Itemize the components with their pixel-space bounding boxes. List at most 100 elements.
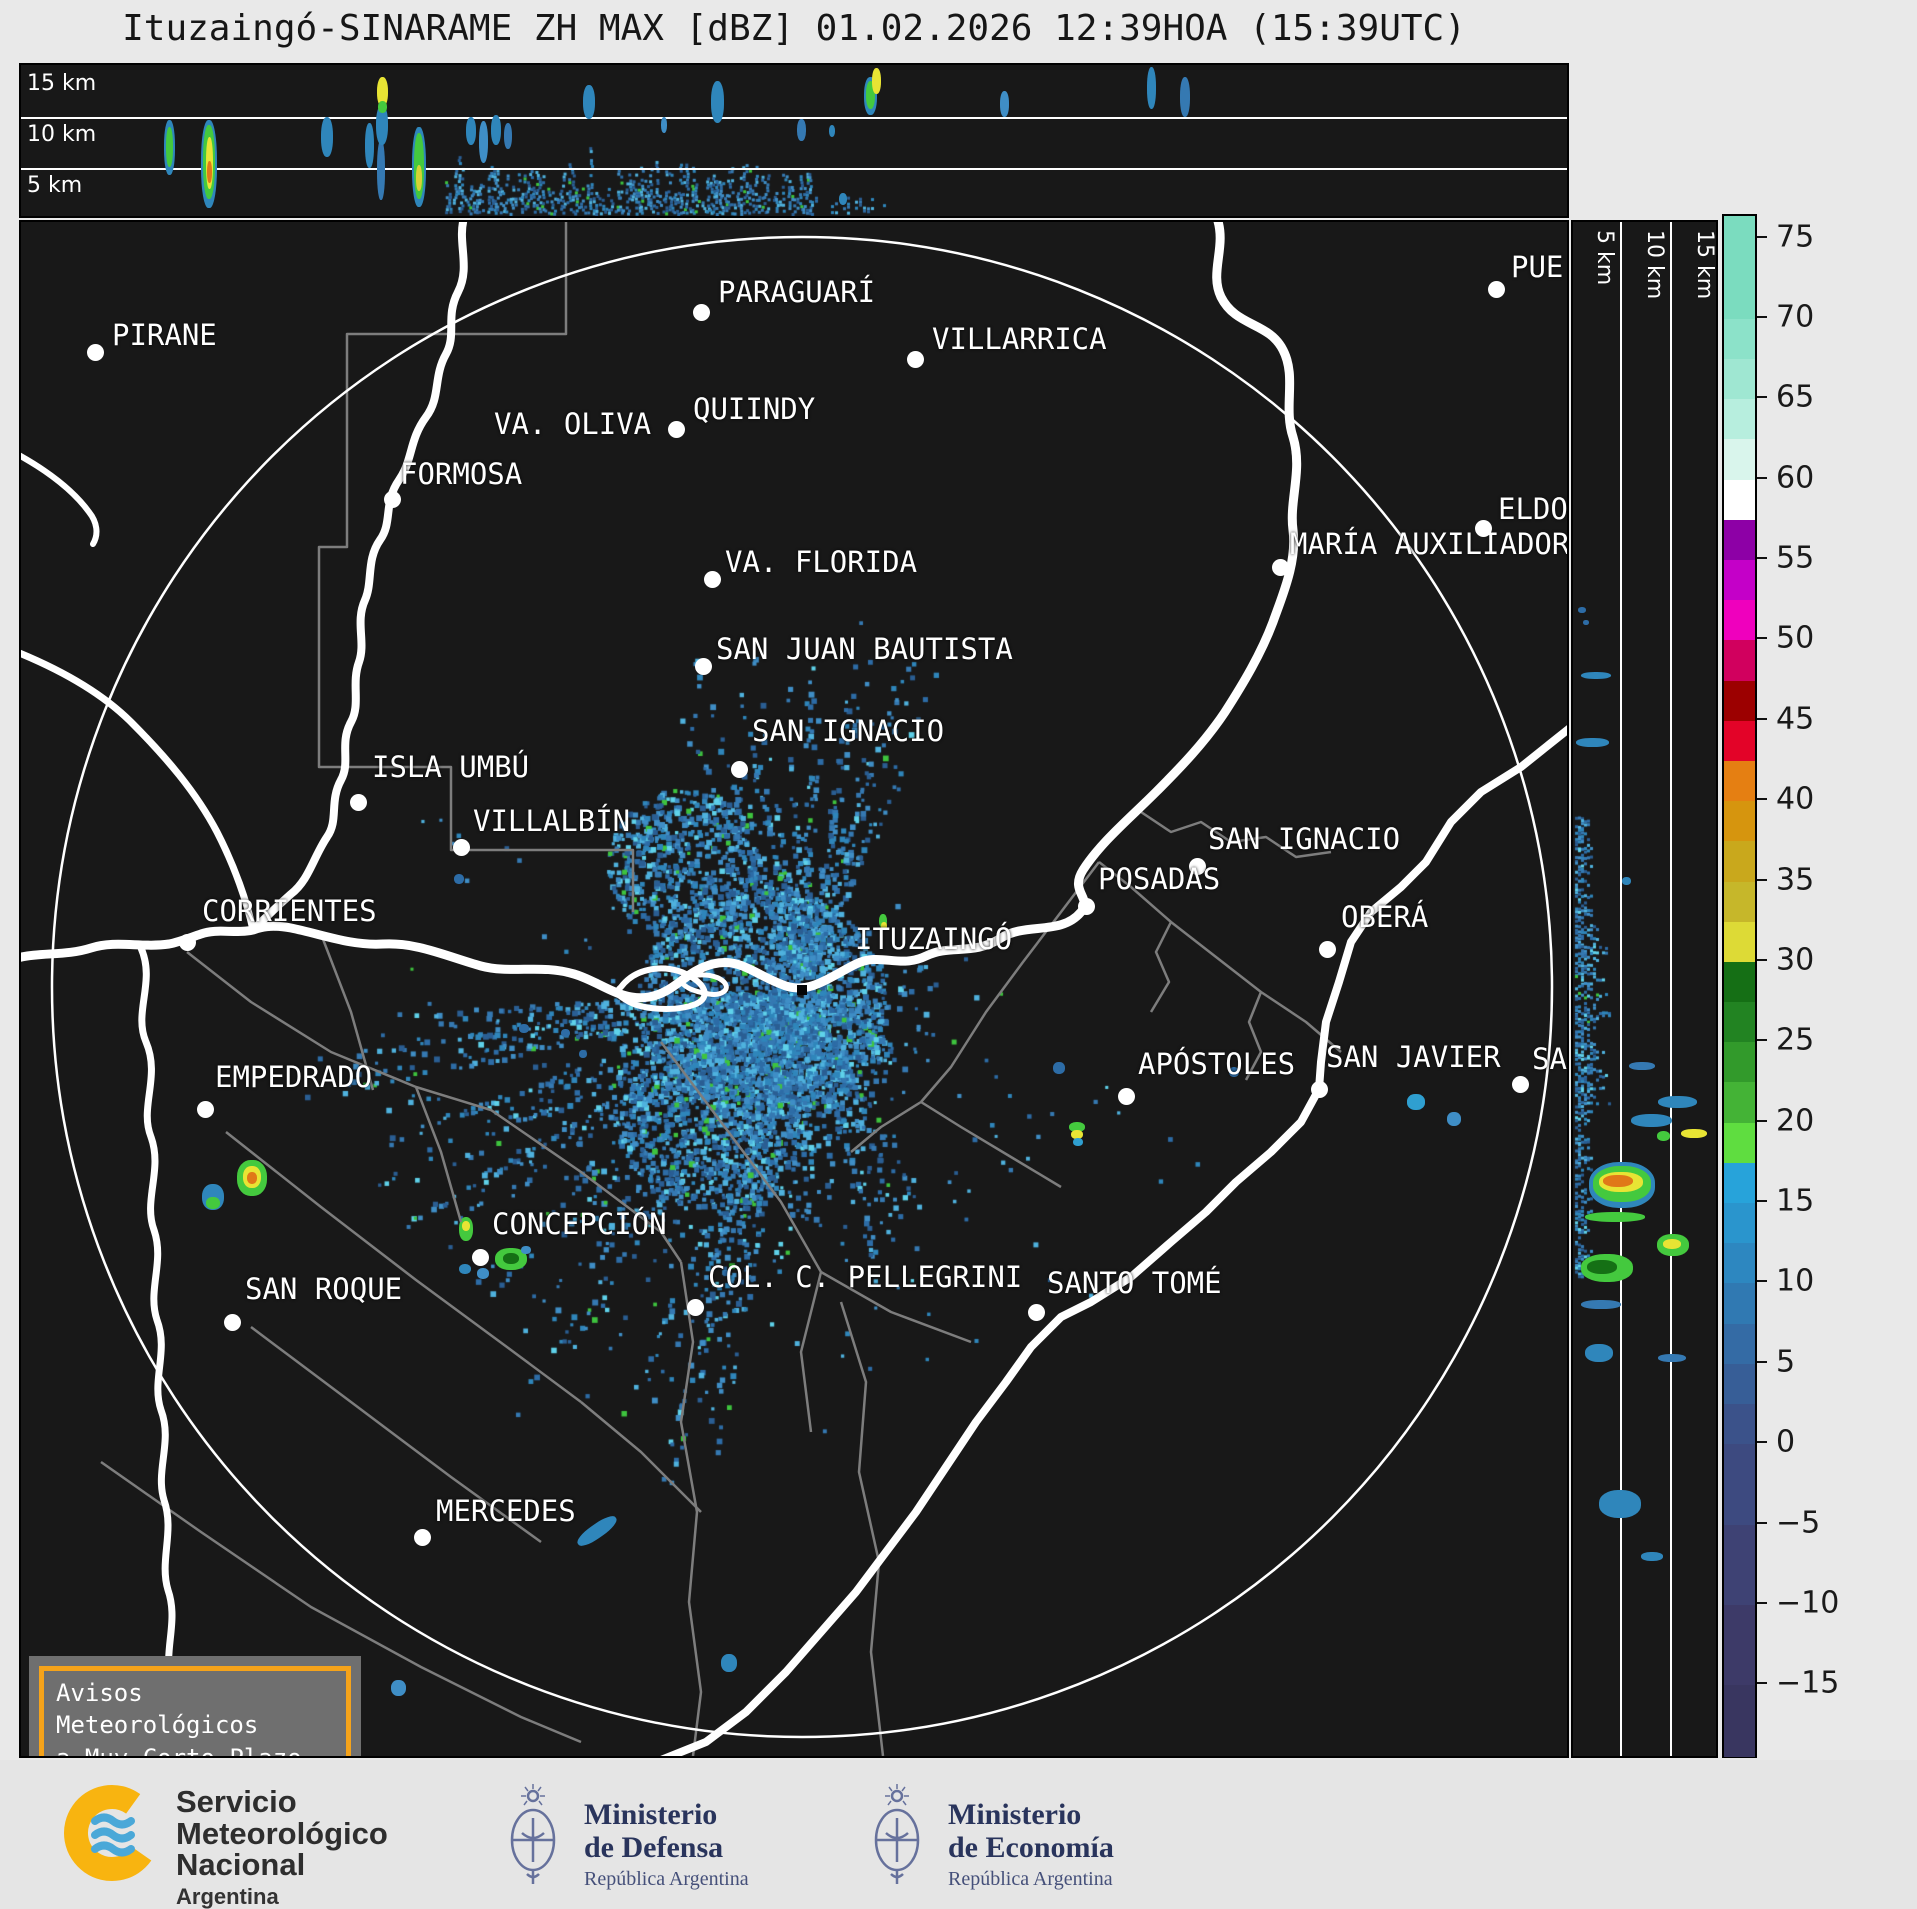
colorbar-tick [1757, 1682, 1767, 1685]
altitude-label: 5 km [1592, 230, 1617, 286]
ministry-sub-line: República Argentina [584, 1868, 749, 1890]
colorbar-tick [1757, 717, 1767, 720]
radar-echo-blob [247, 1172, 257, 1184]
radar-echo-blob [365, 123, 374, 168]
city-dot [414, 1529, 431, 1546]
colorbar-segment [1724, 1323, 1755, 1365]
colorbar-segment [1724, 1203, 1755, 1244]
radar-echo-blob [454, 874, 464, 884]
colorbar-segment [1724, 519, 1755, 561]
radar-echo-blob [491, 115, 501, 145]
city-label: CORRIENTES [202, 894, 377, 928]
colorbar-segment [1724, 801, 1755, 842]
city-dot [224, 1314, 241, 1331]
city-label: ITUZAINGÓ [855, 922, 1013, 956]
city-dot [704, 571, 721, 588]
radar-echo-blob [1073, 1138, 1083, 1146]
ministry-sub-line: República Argentina [948, 1868, 1113, 1890]
radar-echo-blob [206, 1197, 220, 1209]
city-dot [668, 421, 685, 438]
radar-echo-blob [1663, 1239, 1681, 1249]
radar-echo-blob [1576, 738, 1609, 747]
altitude-label: 5 km [27, 173, 83, 198]
colorbar-tick [1757, 1601, 1767, 1604]
colorbar-segment [1724, 318, 1755, 360]
city-dot [453, 839, 470, 856]
city-dot [350, 794, 367, 811]
radar-echo-blob [711, 81, 724, 123]
colorbar-segment [1724, 1162, 1755, 1204]
city-label: PIRANE [112, 318, 217, 352]
radar-echo-blob [866, 81, 875, 109]
defensa-wordmark: Ministerio de Defensa República Argentin… [584, 1798, 749, 1891]
ministry-name-line: Ministerio [948, 1798, 1082, 1831]
smn-wordmark: Servicio Meteorológico Nacional Argentin… [176, 1786, 388, 1909]
city-label: SANTO TOMÉ [1047, 1266, 1222, 1300]
radar-echo-blob [166, 127, 173, 167]
colorbar-segment [1724, 760, 1755, 802]
radar-echo-blob [321, 117, 333, 157]
altitude-label: 10 km [27, 122, 97, 147]
city-label: SAN [1532, 1042, 1567, 1076]
radar-echo-blob [1071, 1130, 1083, 1139]
city-dot [1189, 858, 1206, 875]
radar-echo-blob [1629, 1062, 1655, 1070]
colorbar-tick-label: 45 [1776, 701, 1815, 737]
radar-echo-blob [1658, 1096, 1697, 1108]
colorbar-segment [1724, 1082, 1755, 1124]
colorbar-segment [1724, 961, 1755, 1003]
colorbar-segment [1724, 680, 1755, 722]
city-dot [1488, 281, 1505, 298]
colorbar-segment [1724, 1042, 1755, 1084]
radar-map-panel: PIRANE PARAGUARÍ VILLARRICA QUIINDY VA. OLIV… [19, 220, 1569, 1758]
radar-echo-blob [561, 1029, 570, 1037]
top-cross-section-panel: 15 km 10 km 5 km [19, 63, 1569, 218]
colorbar [1722, 214, 1757, 1758]
coat-of-arms-icon [510, 1784, 556, 1884]
city-dot [1118, 1088, 1135, 1105]
colorbar-segment [1724, 881, 1755, 923]
city-label: SAN ROQUE [245, 1272, 403, 1306]
city-label: VILLARRICA [932, 322, 1107, 356]
colorbar-segment [1724, 399, 1755, 441]
altitude-gridline [21, 117, 1567, 119]
radar-echo-blob [579, 1050, 587, 1058]
page-title: Ituzaingó-SINARAME ZH MAX [dBZ] 01.02.20… [122, 8, 1466, 49]
notice-line-1: Avisos Meteorológicos [56, 1679, 259, 1740]
colorbar-tick [1757, 396, 1767, 399]
right-echo-canvas [1573, 222, 1716, 1756]
radar-echo-blob [1587, 1260, 1617, 1274]
smn-name-line: Servicio [176, 1784, 297, 1819]
radar-echo-blob [1641, 1552, 1663, 1561]
radar-echo-blob [391, 1680, 406, 1696]
colorbar-segment [1724, 479, 1755, 521]
colorbar-tick-label: 20 [1776, 1103, 1815, 1139]
altitude-label: 10 km [1642, 230, 1667, 300]
coat-of-arms-icon [874, 1784, 920, 1884]
city-label: POSADAS [1098, 862, 1221, 896]
colorbar-tick [1757, 637, 1767, 640]
radar-echo-blob [881, 922, 887, 930]
colorbar-segment [1724, 1243, 1755, 1284]
notice-border: Avisos Meteorológicos a Muy Corto Plazo [39, 1666, 351, 1756]
colorbar-tick [1757, 1441, 1767, 1444]
ministry-name-line: de Defensa [584, 1831, 724, 1864]
notice-box: Avisos Meteorológicos a Muy Corto Plazo [29, 1656, 361, 1756]
radar-echo-blob [1622, 877, 1631, 885]
colorbar-tick-label: 30 [1776, 942, 1815, 978]
city-label: VA. OLIVA [494, 407, 652, 441]
city-label: SAN JAVIER [1326, 1040, 1501, 1074]
radar-echo-blob [416, 165, 422, 191]
colorbar-tick [1757, 1360, 1767, 1363]
colorbar-tick [1757, 476, 1767, 479]
colorbar-tick [1757, 1200, 1767, 1202]
altitude-label: 15 km [27, 71, 97, 96]
rivers [21, 222, 1567, 1756]
city-label: SAN IGNACIO [752, 714, 945, 748]
colorbar-segment [1724, 1524, 1755, 1606]
radar-echo-blob [1447, 1112, 1461, 1126]
colorbar-segment [1724, 359, 1755, 400]
top-echo-canvas [21, 65, 1567, 216]
radar-echo-blob [797, 119, 806, 141]
